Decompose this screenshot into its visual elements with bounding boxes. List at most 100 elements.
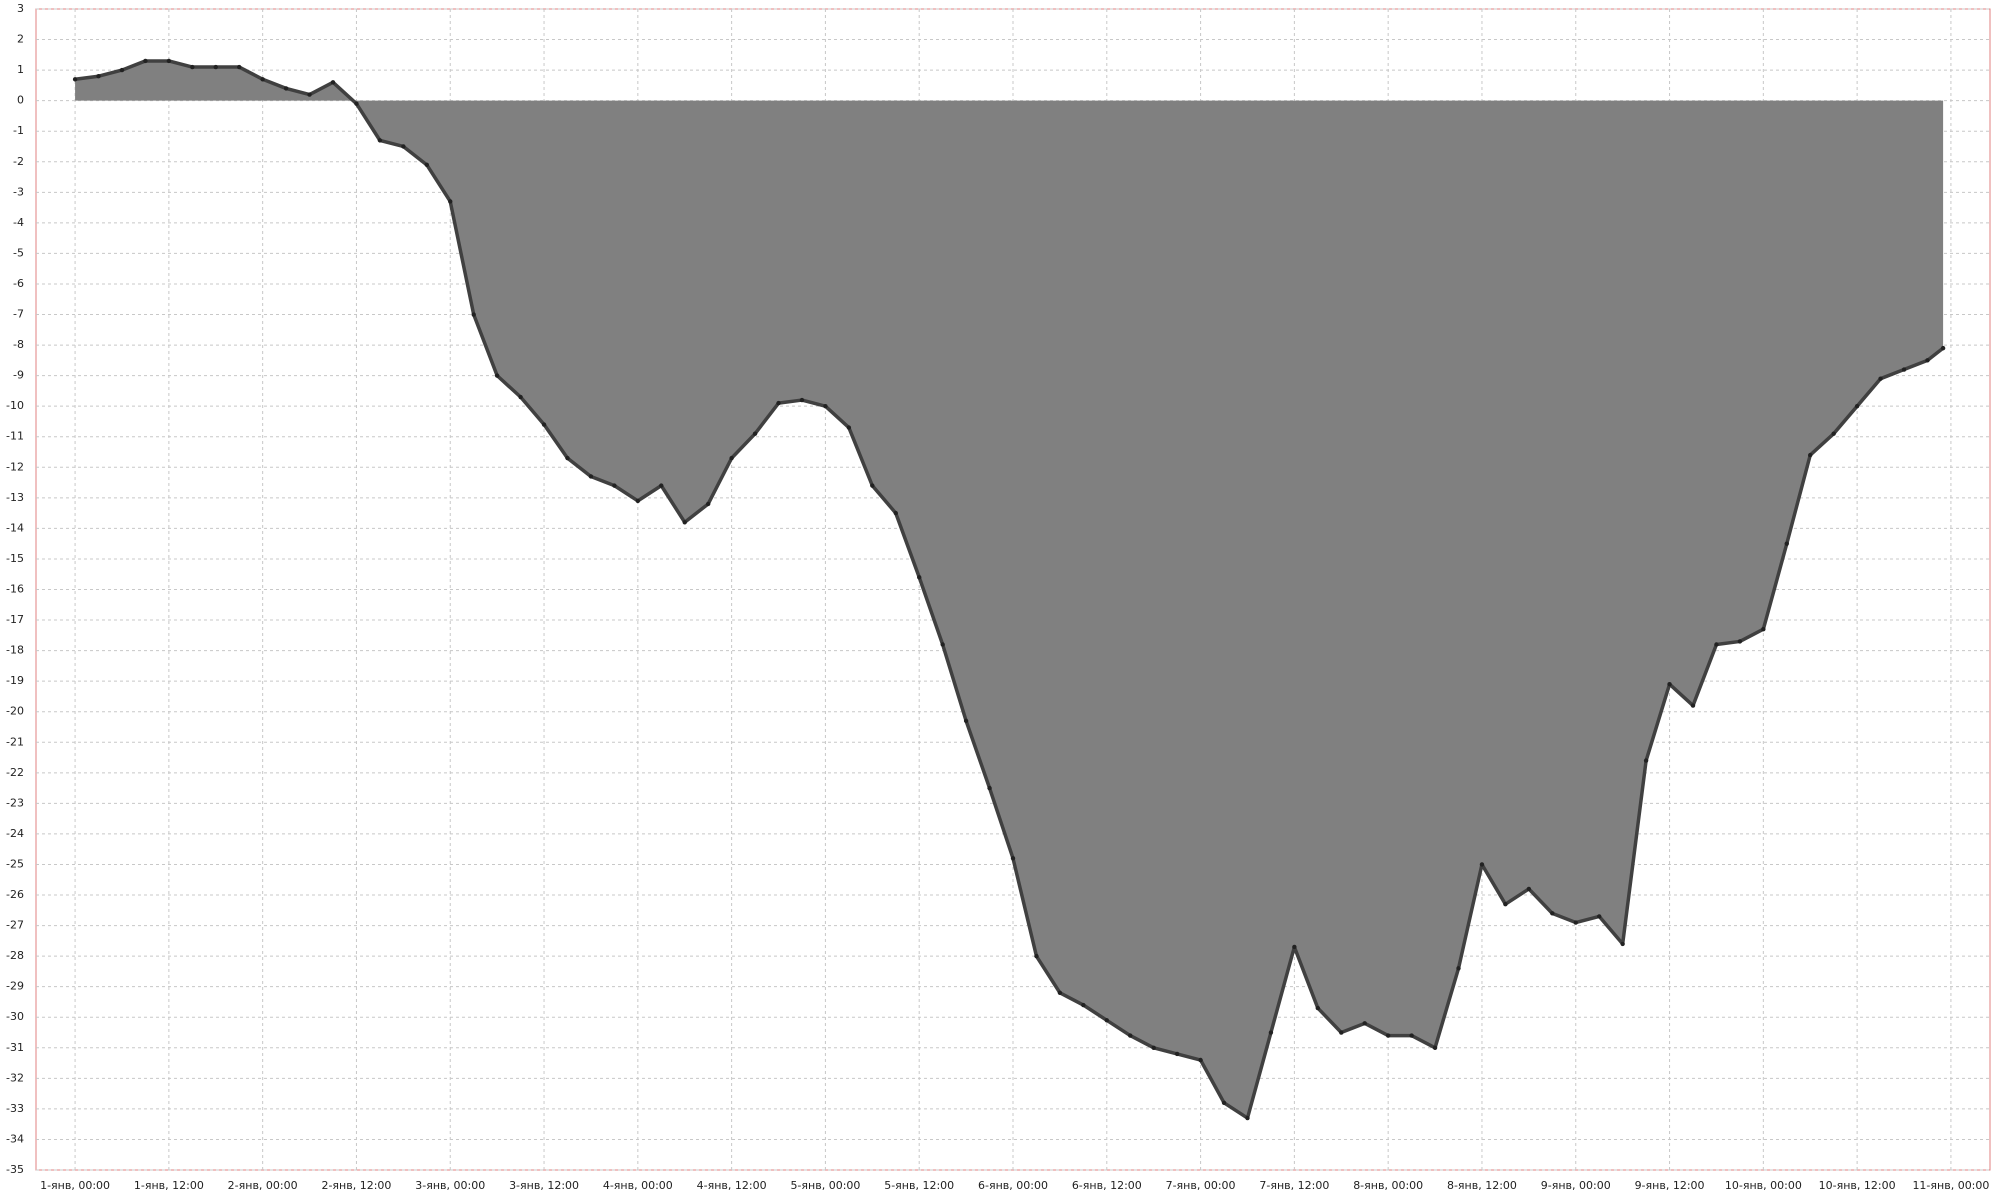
point	[823, 403, 828, 409]
point	[752, 431, 758, 436]
x-tick-label: 7-янв, 00:00	[1166, 1179, 1236, 1192]
point	[1409, 1033, 1414, 1038]
point	[612, 483, 617, 488]
point	[541, 422, 547, 427]
x-tick-label: 5-янв, 12:00	[884, 1179, 954, 1192]
x-tick-label: 3-янв, 12:00	[509, 1179, 579, 1192]
x-tick-label: 6-янв, 12:00	[1072, 1179, 1142, 1192]
point	[635, 498, 641, 504]
y-tick-label: 0	[17, 94, 24, 107]
point	[96, 74, 101, 79]
y-tick-label: -17	[6, 613, 24, 626]
y-tick-label: -26	[6, 888, 24, 901]
point	[987, 785, 992, 791]
point	[705, 501, 711, 507]
point	[1198, 1057, 1203, 1063]
point	[1643, 758, 1649, 763]
y-tick-label: -3	[13, 185, 24, 198]
x-tick-label: 2-янв, 12:00	[321, 1179, 391, 1192]
point	[401, 144, 406, 149]
point	[1221, 1100, 1227, 1105]
y-tick-label: -10	[6, 399, 24, 412]
point	[1737, 639, 1743, 644]
x-tick-label: 8-янв, 12:00	[1447, 1179, 1517, 1192]
point	[1667, 682, 1672, 687]
x-tick-label: 8-янв, 00:00	[1353, 1179, 1423, 1192]
point	[1034, 953, 1039, 959]
y-tick-label: -9	[13, 369, 24, 382]
x-tick-label: 4-янв, 00:00	[603, 1179, 673, 1192]
point	[1174, 1051, 1180, 1057]
point	[1503, 901, 1508, 907]
y-tick-label: -18	[6, 644, 24, 657]
y-tick-label: -31	[6, 1041, 24, 1054]
point	[1597, 914, 1602, 919]
y-tick-label: -12	[6, 460, 24, 473]
point	[166, 58, 172, 64]
point	[424, 162, 429, 168]
y-tick-label: -35	[6, 1163, 24, 1176]
point	[143, 58, 148, 64]
x-tick-label: 7-янв, 12:00	[1259, 1179, 1329, 1192]
y-tick-label: 1	[17, 63, 24, 76]
point	[1690, 703, 1696, 708]
point	[213, 64, 218, 70]
x-tick-label: 2-янв, 00:00	[228, 1179, 298, 1192]
point	[354, 101, 359, 106]
point	[1479, 862, 1485, 867]
point	[190, 64, 195, 70]
y-tick-label: -11	[6, 430, 24, 443]
point	[1526, 886, 1532, 892]
point	[565, 455, 570, 461]
point	[237, 64, 242, 70]
point	[1714, 642, 1719, 647]
y-tick-label: -16	[6, 583, 24, 596]
y-tick-label: -4	[13, 216, 24, 229]
y-tick-label: -6	[13, 277, 24, 290]
point	[518, 394, 523, 400]
point	[1081, 1002, 1086, 1008]
point	[659, 483, 664, 488]
point	[1761, 627, 1766, 632]
point	[1010, 856, 1016, 861]
point	[1878, 376, 1883, 381]
point	[119, 67, 125, 73]
point	[1901, 367, 1907, 372]
y-tick-label: -28	[6, 949, 24, 962]
y-tick-label: -15	[6, 552, 24, 565]
y-tick-label: -22	[6, 766, 24, 779]
point	[72, 77, 78, 82]
y-tick-label: -13	[6, 491, 24, 504]
point	[1854, 403, 1860, 409]
y-tick-label: -19	[6, 674, 24, 687]
y-tick-label: -2	[13, 155, 24, 168]
x-tick-label: 4-янв, 12:00	[697, 1179, 767, 1192]
point	[260, 77, 265, 82]
point	[330, 80, 336, 85]
point	[1245, 1115, 1250, 1121]
point	[1456, 966, 1461, 971]
point	[307, 92, 312, 97]
point	[940, 642, 945, 647]
point	[1831, 431, 1836, 436]
x-tick-label: 3-янв, 00:00	[415, 1179, 485, 1192]
y-tick-label: -21	[6, 735, 24, 748]
point	[1784, 541, 1789, 546]
point	[1315, 1005, 1321, 1011]
point	[799, 397, 805, 403]
y-tick-label: -24	[6, 827, 24, 840]
point	[1432, 1045, 1438, 1050]
point	[448, 199, 453, 204]
x-tick-label: 1-янв, 00:00	[40, 1179, 110, 1192]
point	[846, 425, 852, 430]
y-tick-label: -27	[6, 919, 24, 932]
x-tick-label: 11-янв, 00:00	[1912, 1179, 1989, 1192]
point	[494, 373, 500, 378]
y-tick-label: -8	[13, 338, 24, 351]
point	[1925, 358, 1930, 363]
point	[1550, 911, 1555, 916]
point	[776, 400, 781, 406]
point	[1292, 944, 1297, 950]
point	[1104, 1018, 1109, 1023]
y-tick-label: -29	[6, 980, 24, 993]
